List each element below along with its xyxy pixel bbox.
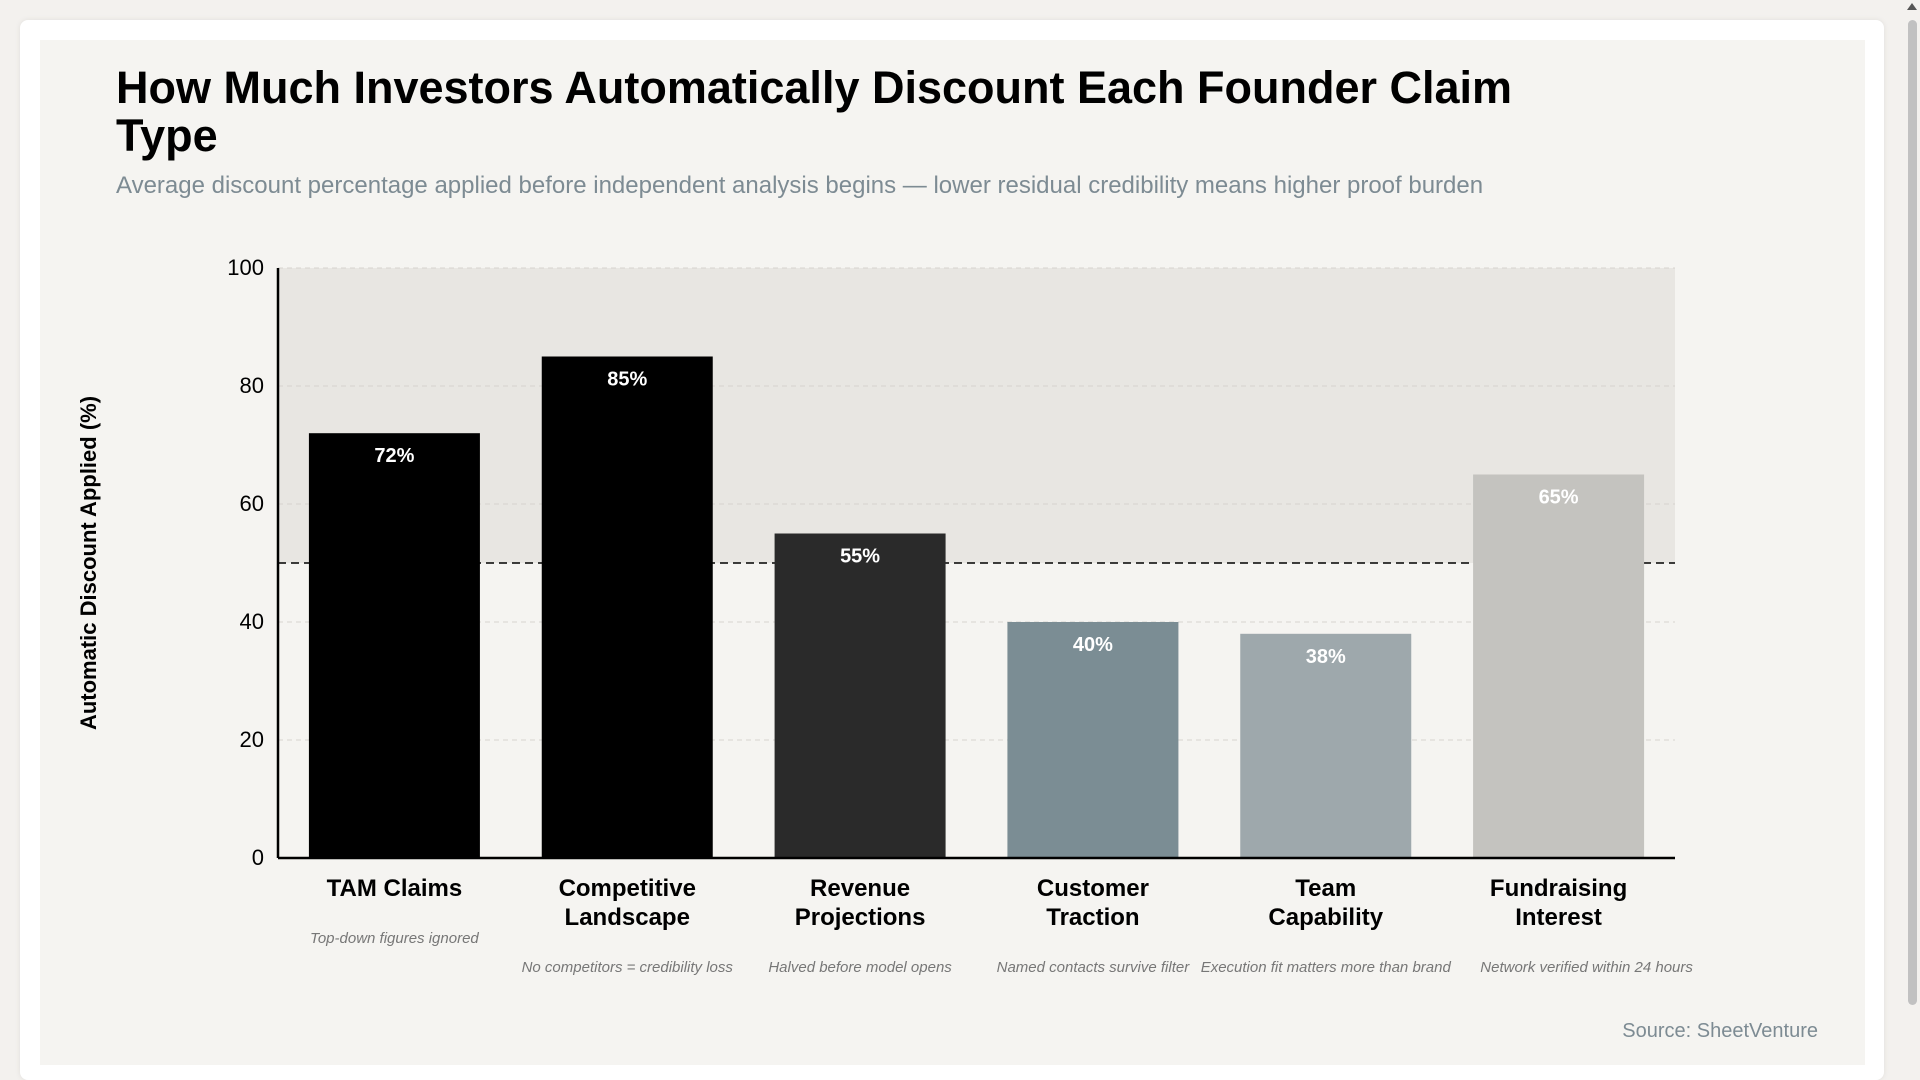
category-label: TAM Claims (327, 875, 463, 902)
bar-value-label: 65% (1539, 487, 1579, 509)
category-label: Projections (795, 904, 926, 931)
category-label: Competitive (559, 875, 696, 902)
category-note: Top-down figures ignored (310, 930, 479, 947)
y-axis-label: Automatic Discount Applied (%) (76, 396, 101, 730)
y-tick-label: 0 (252, 845, 264, 870)
bar (541, 356, 713, 858)
bar (308, 433, 480, 858)
category-label: Customer (1037, 875, 1149, 902)
category-note: Network verified within 24 hours (1480, 959, 1693, 976)
bar-value-label: 40% (1073, 634, 1113, 656)
bar (1473, 474, 1645, 858)
y-tick-label: 60 (240, 491, 264, 516)
bar (1240, 633, 1412, 858)
y-tick-label: 40 (240, 609, 264, 634)
high-discount-zone (278, 268, 1675, 563)
category-label: Landscape (565, 904, 690, 931)
bar (774, 533, 946, 858)
bar (1007, 622, 1179, 858)
page-title: How Much Investors Automatically Discoun… (116, 62, 1513, 161)
scroll-up-icon[interactable] (1907, 3, 1917, 10)
source-note: Source: SheetVenture (1622, 1020, 1818, 1042)
scrollbar[interactable] (1904, 0, 1920, 1080)
y-tick-label: 20 (240, 727, 264, 752)
category-label: Interest (1515, 904, 1602, 931)
bar-value-label: 55% (840, 546, 880, 568)
category-note: Named contacts survive filter (997, 959, 1191, 976)
bar-value-label: 85% (607, 369, 647, 391)
scrollbar-thumb[interactable] (1908, 20, 1917, 1005)
category-label: Traction (1046, 904, 1139, 931)
bar-value-label: 72% (374, 445, 414, 467)
category-label: Fundraising (1490, 875, 1627, 902)
y-tick-label: 100 (227, 255, 264, 280)
category-note: Halved before model opens (768, 959, 952, 976)
category-label: Revenue (810, 875, 910, 902)
y-tick-label: 80 (240, 373, 264, 398)
category-label: Team (1295, 875, 1356, 902)
bar-value-label: 38% (1306, 646, 1346, 668)
page-subtitle: Average discount percentage applied befo… (116, 172, 1484, 199)
category-note: No competitors = credibility loss (522, 959, 734, 976)
category-note: Execution fit matters more than brand (1201, 959, 1452, 976)
category-label: Capability (1268, 904, 1383, 931)
